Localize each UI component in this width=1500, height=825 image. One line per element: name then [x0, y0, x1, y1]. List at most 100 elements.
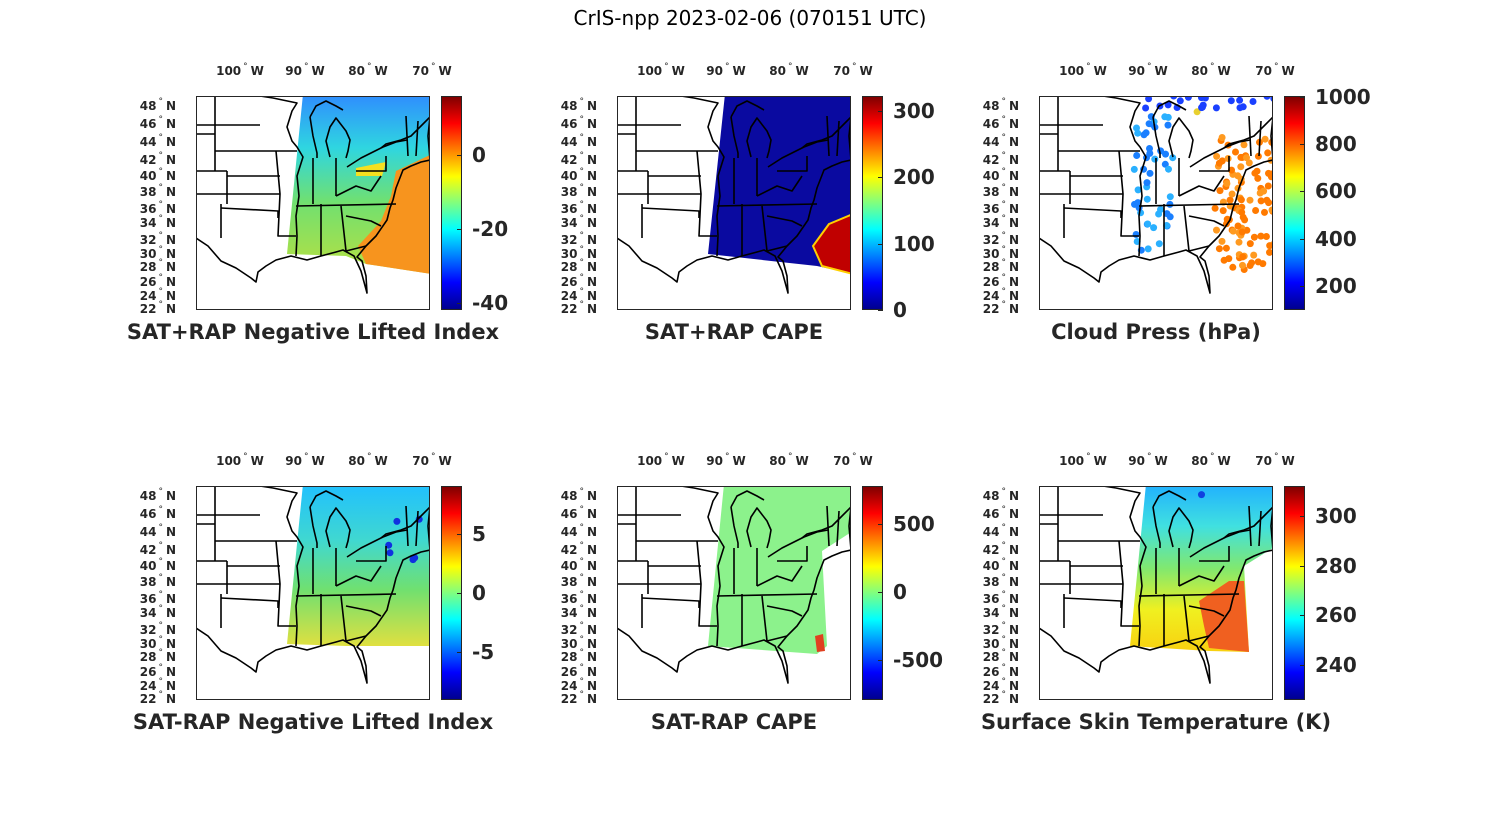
hemisphere: N: [1008, 507, 1019, 521]
latitude-label: 40 ° N: [561, 557, 597, 574]
hemisphere: N: [586, 559, 597, 573]
hemisphere: N: [165, 260, 176, 274]
longitude-value: 80: [769, 454, 786, 468]
degree-symbol: °: [243, 452, 248, 462]
state-boundary: [1118, 150, 1139, 237]
latitude-label: 22 ° N: [983, 690, 1019, 707]
data-point: [1211, 204, 1219, 212]
data-point: [1218, 157, 1226, 165]
latitude-label: 26 ° N: [983, 273, 1019, 290]
map-axes: [617, 486, 851, 700]
degree-symbol: °: [1001, 690, 1006, 700]
latitude-value: 34: [982, 216, 1000, 230]
data-point: [1237, 196, 1245, 204]
hemisphere: N: [1008, 289, 1019, 303]
hemisphere: N: [1008, 692, 1019, 706]
latitude-label: 34 ° N: [982, 214, 1019, 231]
hemisphere: N: [1008, 216, 1019, 230]
hemisphere: W: [438, 64, 452, 78]
degree-symbol: °: [430, 62, 436, 72]
data-point: [409, 556, 417, 564]
state-boundary: [730, 116, 739, 158]
data-point: [1252, 207, 1260, 214]
latitude-label: 48 ° N: [983, 97, 1019, 114]
latitude-label: 48 ° N: [560, 487, 597, 504]
latitude-label: 38 ° N: [140, 573, 176, 590]
hemisphere: N: [1008, 99, 1019, 113]
longitude-value: 90: [706, 454, 723, 468]
longitude-value: 90: [1128, 454, 1145, 468]
latitude-value: 30: [560, 637, 578, 651]
hemisphere: N: [586, 592, 597, 606]
axes-frame: [617, 96, 851, 310]
hemisphere: N: [1008, 153, 1019, 167]
data-point: [1155, 240, 1163, 248]
colorbar-tick-mark: [457, 651, 462, 653]
state-boundary: [295, 203, 397, 207]
data-point: [386, 549, 394, 557]
colorbar-tick-label: -40: [472, 290, 509, 315]
state-boundary: [309, 116, 318, 158]
hemisphere: W: [859, 454, 873, 468]
latitude-value: 48: [560, 99, 578, 113]
data-point: [1218, 134, 1226, 141]
hemisphere: N: [586, 637, 597, 651]
longitude-value: 100: [1059, 454, 1085, 468]
hemisphere: W: [1281, 64, 1295, 78]
state-boundary: [1152, 100, 1187, 118]
colorbar-tick-label: 300: [893, 99, 935, 124]
degree-symbol: °: [158, 635, 163, 645]
panel-title: SAT-RAP Negative Lifted Index: [132, 710, 494, 734]
latitude-value: 36: [139, 592, 157, 606]
latitude-value: 26: [560, 275, 578, 289]
latitude-label: 30 ° N: [140, 245, 176, 262]
degree-symbol: °: [1001, 487, 1006, 497]
data-point: [1266, 242, 1273, 250]
state-boundary: [220, 207, 279, 218]
latitude-label: 30 ° N: [140, 635, 176, 652]
state-boundary: [1188, 605, 1225, 617]
data-point: [1227, 97, 1235, 105]
latitude-value: 44: [982, 135, 1000, 149]
latitude-label: 36 ° N: [561, 590, 597, 607]
colorbar-tick-mark: [878, 177, 883, 179]
hemisphere: N: [1008, 169, 1019, 183]
longitude-label: 100 ° W: [637, 452, 685, 468]
state-boundary: [766, 215, 803, 227]
degree-symbol: °: [579, 677, 584, 687]
degree-symbol: °: [1273, 62, 1279, 72]
map-axes: [196, 486, 430, 700]
data-point: [1212, 104, 1220, 112]
colorbar-tick-mark: [878, 111, 883, 113]
hemisphere: N: [165, 559, 176, 573]
latitude-value: 34: [139, 216, 157, 230]
data-point: [1143, 179, 1151, 187]
colorbar-tick-label: 300: [1315, 503, 1357, 528]
state-boundary: [746, 507, 772, 549]
latitude-value: 48: [560, 489, 578, 503]
state-boundary: [826, 505, 830, 547]
longitude-label: 80 ° W: [1191, 452, 1230, 468]
degree-symbol: °: [579, 648, 584, 658]
degree-symbol: °: [1209, 452, 1215, 462]
colorbar-tick-mark: [457, 155, 462, 157]
state-boundary: [380, 506, 430, 551]
hemisphere: N: [1008, 302, 1019, 316]
latitude-value: 34: [982, 606, 1000, 620]
degree-symbol: °: [1001, 590, 1006, 600]
state-boundary: [325, 507, 351, 549]
degree-symbol: °: [158, 573, 163, 583]
data-point: [1223, 180, 1231, 187]
latitude-value: 26: [139, 275, 157, 289]
data-point: [1166, 193, 1174, 201]
colorbar-tick-mark: [1300, 238, 1305, 240]
colorbar-tick-label: 400: [1315, 226, 1357, 251]
degree-symbol: °: [579, 273, 584, 283]
latitude-label: 24 ° N: [561, 677, 597, 694]
data-point: [1243, 154, 1250, 162]
degree-symbol: °: [243, 62, 248, 72]
hemisphere: N: [586, 260, 597, 274]
latitude-label: 44 ° N: [140, 133, 176, 150]
state-boundary: [345, 605, 382, 617]
state-boundary: [696, 540, 717, 627]
